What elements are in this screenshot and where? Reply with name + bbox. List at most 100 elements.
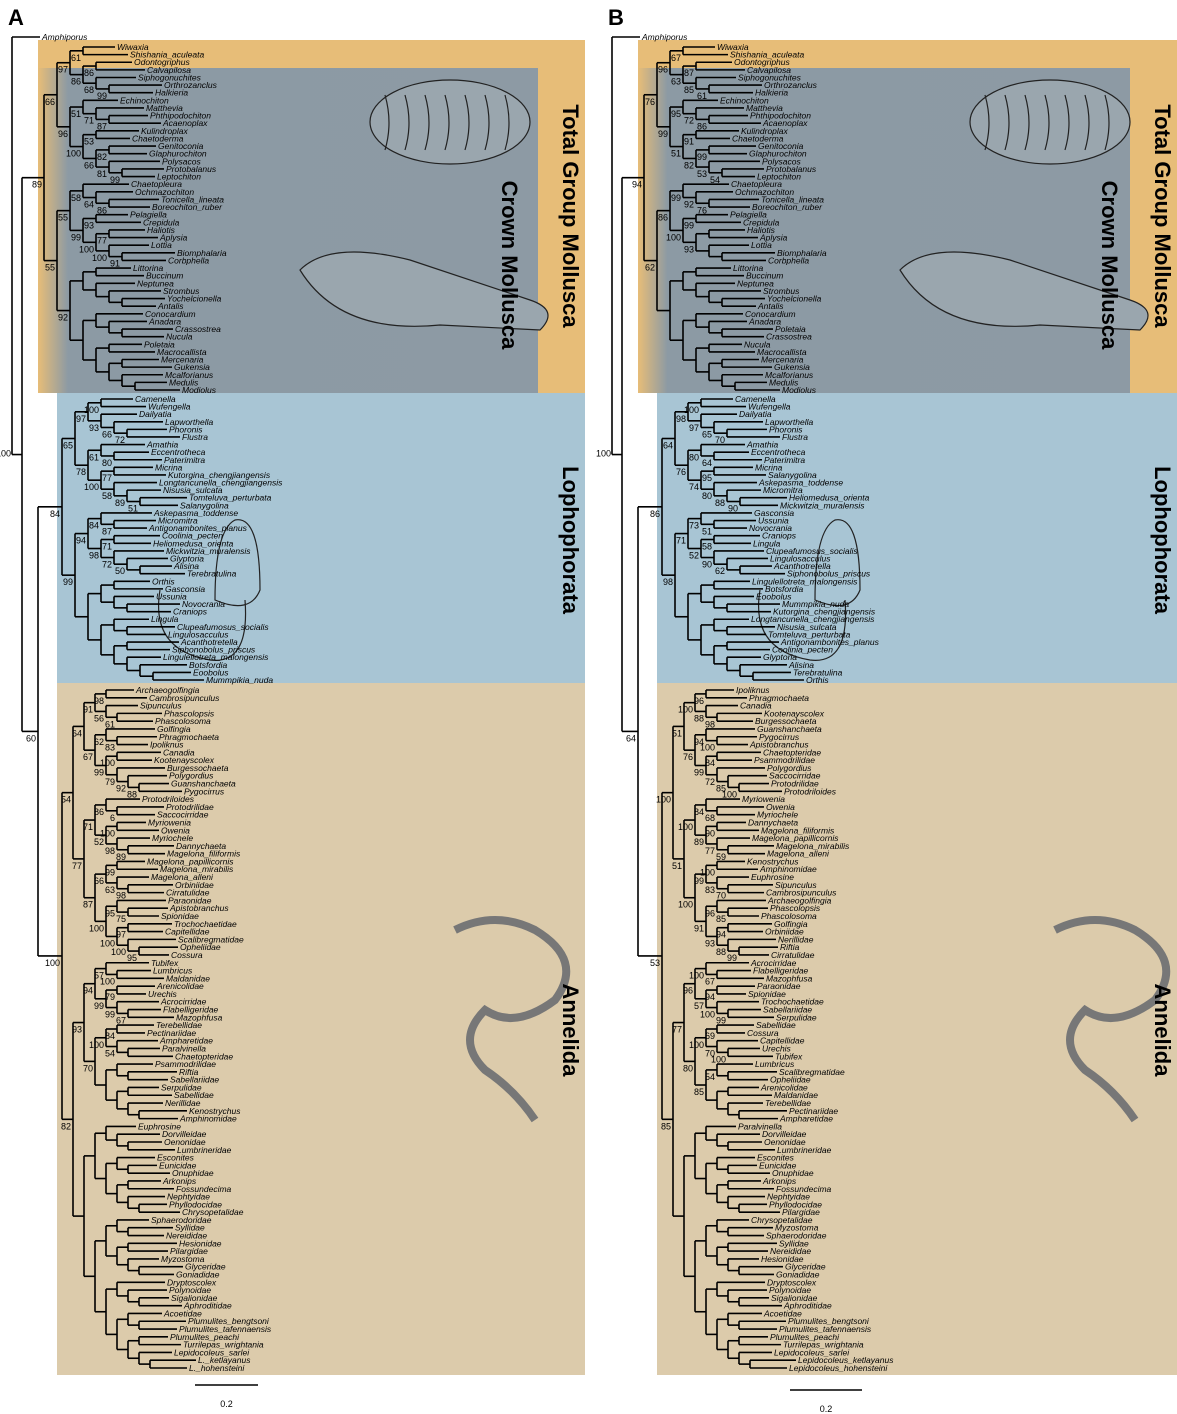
support-value: 93 (684, 244, 694, 254)
support-value: 98 (94, 696, 104, 706)
support-value: 88 (715, 498, 725, 508)
support-value: 84 (105, 1031, 115, 1041)
support-value: 100 (678, 900, 693, 910)
support-value: 98 (116, 891, 126, 901)
support-value: 71 (676, 536, 686, 546)
support-value: 58 (702, 542, 712, 552)
taxon: Modiolus (782, 385, 817, 395)
support-value: 87 (684, 68, 694, 78)
support-value: 51 (71, 109, 81, 119)
support-value: 84 (694, 807, 704, 817)
support-value: 77 (705, 846, 715, 856)
support-value: 61 (89, 452, 99, 462)
scale-label: 0.2 (220, 1399, 233, 1409)
support-value: 99 (94, 767, 104, 777)
taxon: Amphinomidae (179, 1114, 237, 1124)
support-value: 66 (94, 876, 104, 886)
support-value: 100 (92, 253, 107, 263)
support-value: 100 (689, 1040, 704, 1050)
support-value: 51 (672, 861, 682, 871)
support-value: 97 (689, 423, 699, 433)
support-value: 54 (105, 1049, 115, 1059)
support-value: 56 (94, 713, 104, 723)
clade-subname: Crown Mollusca (1097, 181, 1122, 350)
clade-name: Lophophorata (558, 466, 583, 615)
support-value: 50 (115, 566, 125, 576)
support-value: 61 (71, 53, 81, 63)
support-value: 85 (716, 914, 726, 924)
chiton-icon (370, 80, 530, 164)
support-value: 68 (705, 813, 715, 823)
clade-subname: Crown Mollusca (497, 181, 522, 350)
support-value: 55 (58, 213, 68, 223)
support-value: 63 (105, 885, 115, 895)
support-value: 100 (84, 482, 99, 492)
support-value: 64 (72, 728, 82, 738)
support-value: 64 (663, 441, 673, 451)
support-value: 89 (115, 498, 125, 508)
support-value: 85 (716, 784, 726, 794)
support-value: 99 (697, 152, 707, 162)
support-value: 76 (697, 205, 707, 215)
support-value: 87 (97, 121, 107, 131)
support-value: 75 (116, 914, 126, 924)
support-value: 54 (710, 175, 720, 185)
support-value: 61 (105, 719, 115, 729)
support-value: 54 (61, 795, 71, 805)
support-value: 57 (94, 971, 104, 981)
support-value: 58 (102, 491, 112, 501)
clade-name: Total Group Mollusca (558, 104, 583, 328)
support-value: 96 (58, 129, 68, 139)
support-value: 85 (661, 1121, 671, 1131)
support-value: 100 (678, 705, 693, 715)
support-value: 99 (694, 876, 704, 886)
support-value: 64 (702, 458, 712, 468)
support-value: 100 (79, 244, 94, 254)
taxon: L._hohensteini (189, 1363, 245, 1373)
support-value: 99 (97, 91, 107, 101)
support-value: 100 (0, 449, 11, 459)
support-value: 88 (716, 947, 726, 957)
support-value: 86 (94, 807, 104, 817)
support-value: 62 (645, 263, 655, 273)
support-value: 99 (110, 175, 120, 185)
support-value: 71 (83, 822, 93, 832)
taxon: Ampharetidae (779, 1114, 833, 1124)
support-value: 70 (83, 1063, 93, 1073)
figure: AAmphiporusWiwaxiaShishania_aculeata61Od… (0, 0, 1177, 1414)
taxon: Lepidocoleus_hohensteini (789, 1363, 888, 1373)
support-value: 70 (716, 891, 726, 901)
support-value: 100 (596, 449, 611, 459)
support-value: 99 (94, 1001, 104, 1011)
support-value: 95 (127, 953, 137, 963)
support-value: 96 (683, 986, 693, 996)
support-value: 84 (705, 758, 715, 768)
support-value: 90 (705, 828, 715, 838)
support-value: 93 (705, 938, 715, 948)
support-value: 93 (72, 1025, 82, 1035)
support-value: 62 (94, 737, 104, 747)
support-value: 89 (694, 837, 704, 847)
support-value: 77 (72, 861, 82, 871)
support-value: 51 (672, 728, 682, 738)
support-value: 54 (705, 1072, 715, 1082)
support-value: 70 (705, 1049, 715, 1059)
support-value: 72 (102, 560, 112, 570)
support-value: 91 (684, 137, 694, 147)
support-value: 85 (694, 1087, 704, 1097)
support-value: 86 (658, 213, 668, 223)
support-value: 97 (58, 65, 68, 75)
taxon: Amphiporus (641, 32, 688, 42)
support-value: 80 (689, 452, 699, 462)
support-value: 94 (694, 737, 704, 747)
chiton-icon (970, 80, 1130, 164)
support-value: 70 (715, 435, 725, 445)
support-value: 86 (697, 121, 707, 131)
support-value: 52 (689, 551, 699, 561)
support-value: 86 (84, 68, 94, 78)
support-value: 99 (105, 1010, 115, 1020)
support-value: 83 (105, 743, 115, 753)
support-value: 71 (102, 542, 112, 552)
support-value: 80 (102, 458, 112, 468)
support-value: 100 (89, 923, 104, 933)
